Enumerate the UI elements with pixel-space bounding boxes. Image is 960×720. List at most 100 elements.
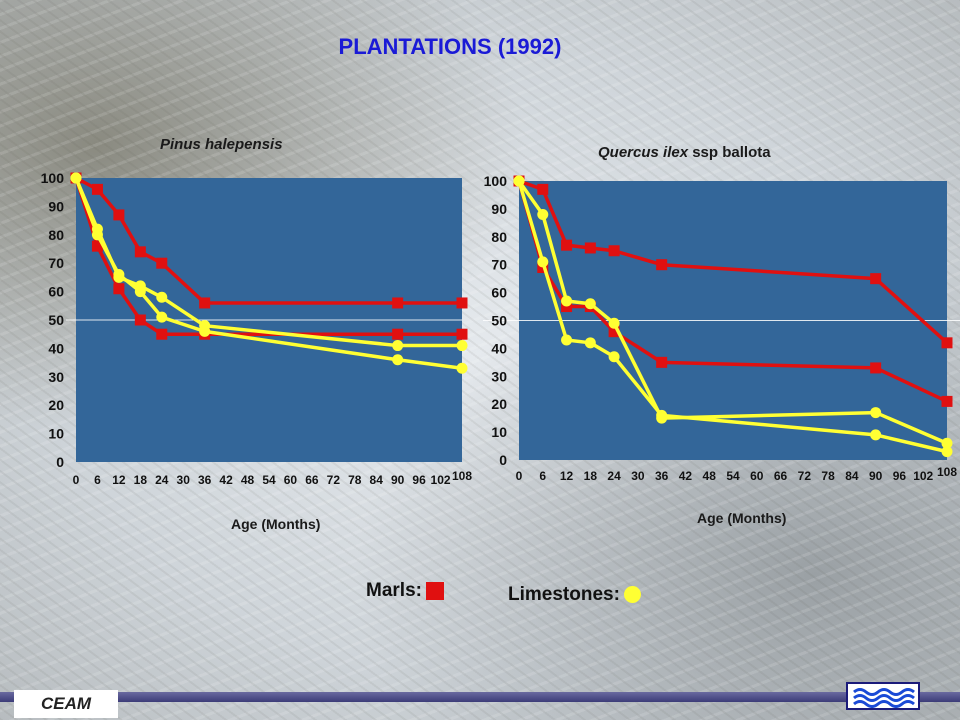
chart-2-xtick-label: 66	[774, 469, 788, 483]
chart-2-marls-point	[941, 395, 953, 407]
chart-2-marls-point	[561, 301, 573, 313]
chart-1-ytick-label: 0	[56, 454, 64, 470]
chart-2-xtick-label: 90	[869, 469, 883, 483]
chart-1-limestones-point	[456, 362, 468, 374]
chart-1-limestones-point	[392, 340, 404, 352]
chart-2-limestones-point	[584, 298, 596, 310]
chart-2-marls-point	[537, 183, 549, 195]
chart-2-limestones-point	[941, 437, 953, 449]
chart-2-ytick-label: 100	[484, 173, 508, 189]
chart-2-limestones-point	[537, 256, 549, 268]
chart-1-series-limestones-line	[74, 177, 463, 371]
chart-2-limestones-point	[608, 351, 620, 363]
chart-1-marls-point	[156, 328, 168, 340]
chart-2-limestones-point	[513, 175, 525, 187]
chart-1-marls-point	[113, 209, 125, 221]
chart-1-ytick-label: 40	[48, 340, 64, 356]
chart-2-xlabel: Age (Months)	[697, 510, 787, 526]
marls-square-icon	[425, 581, 444, 600]
chart-2-ytick-label: 10	[491, 424, 507, 440]
chart-1-marls-point	[91, 183, 103, 195]
chart-1-title: Pinus halepensis	[160, 136, 283, 153]
chart-2-title: Quercus ilex ssp ballota	[598, 144, 771, 161]
chart-2-limestones-point	[584, 337, 596, 349]
chart-1-ytick-label: 50	[48, 312, 64, 328]
chart-1-xtick-label: 12	[112, 473, 126, 487]
chart-2-series-marls-line	[518, 179, 949, 345]
chart-2-xtick-label: 54	[726, 469, 740, 483]
chart-1-limestones-point	[199, 325, 211, 337]
chart-2-marls-point	[656, 259, 668, 271]
chart-1-marls-point	[392, 328, 404, 340]
chart-1-xtick-label: 96	[412, 473, 426, 487]
chart-1-limestones-point	[156, 291, 168, 303]
chart-2-ytick-label: 50	[491, 313, 507, 329]
chart-1-ytick-label: 10	[48, 426, 64, 442]
footer-label: CEAM	[14, 690, 118, 718]
chart-1-xtick-label: 36	[198, 473, 212, 487]
chart-1-ytick-label: 100	[41, 170, 65, 186]
chart-1-xtick-label: 60	[284, 473, 298, 487]
legend-marls: Marls:	[366, 580, 444, 602]
chart-1-marls-point	[456, 297, 468, 309]
chart-2-ytick-label: 40	[491, 340, 507, 356]
chart-1-marls-point	[456, 328, 468, 340]
chart-2-xtick-label: 60	[750, 469, 764, 483]
chart-1-xtick-label: 0	[73, 473, 80, 487]
chart-1-xtick-label: 30	[177, 473, 191, 487]
chart-1-limestones-point	[456, 340, 468, 352]
chart-2-marls-point	[870, 273, 882, 285]
chart-1-ytick-label: 90	[48, 198, 64, 214]
chart-2-limestones-point	[537, 208, 549, 220]
chart-2-ytick-label: 70	[491, 257, 507, 273]
chart-1-marls-point	[199, 297, 211, 309]
chart-1-marls-point	[134, 246, 146, 258]
chart-1-limestones-point	[134, 286, 146, 298]
chart-2-ytick-label: 20	[491, 396, 507, 412]
chart-1-xtick-label: 66	[305, 473, 319, 487]
chart-1-ytick-label: 30	[48, 369, 64, 385]
chart-2-xtick-label: 18	[584, 469, 598, 483]
chart-1-marls-point	[156, 257, 168, 269]
footer-bar	[0, 692, 960, 702]
chart-1-xtick-label: 102	[431, 473, 451, 487]
chart-1-limestones-point	[91, 229, 103, 241]
chart-2-limestones-point	[608, 317, 620, 329]
chart-2-xtick-label: 30	[631, 469, 645, 483]
chart-2-xtick-label: 24	[607, 469, 621, 483]
chart-1-xtick-label: 72	[327, 473, 341, 487]
chart-2-xtick-label: 72	[798, 469, 812, 483]
chart-2-xtick-label: 102	[913, 469, 933, 483]
chart-2-limestones-point	[561, 295, 573, 307]
chart-2-limestones-point	[870, 407, 882, 419]
chart-1-limestones-point	[70, 172, 82, 184]
chart-1-xlabel: Age (Months)	[231, 516, 321, 532]
chart-2-xtick-label: 108	[937, 465, 957, 479]
chart-2-ytick-label: 80	[491, 229, 507, 245]
chart-1-limestones-point	[156, 311, 168, 323]
chart-2-marls-point	[561, 239, 573, 251]
chart-1-xtick-label: 42	[219, 473, 233, 487]
chart-1-marls-point	[134, 314, 146, 326]
chart-1-xtick-label: 108	[452, 469, 472, 483]
chart-2-xtick-label: 6	[539, 469, 546, 483]
chart-2-marls-point	[584, 242, 596, 254]
chart-2-xtick-label: 0	[516, 469, 523, 483]
chart-1-marls-point	[392, 297, 404, 309]
chart-1-xtick-label: 6	[94, 473, 101, 487]
chart-2-xtick-label: 42	[679, 469, 693, 483]
chart-1-limestones-point	[113, 269, 125, 281]
chart-1-xtick-label: 24	[155, 473, 169, 487]
chart-1-marls-point	[113, 283, 125, 295]
chart-1-ytick-label: 70	[48, 255, 64, 271]
chart-2-xtick-label: 84	[845, 469, 859, 483]
chart-1-xtick-label: 84	[370, 473, 384, 487]
chart-2-xtick-label: 96	[893, 469, 907, 483]
chart-2-ytick-label: 30	[491, 368, 507, 384]
chart-1-xtick-label: 54	[262, 473, 276, 487]
chart-2-marls-point	[656, 356, 668, 368]
legend-limestones-label: Limestones:	[508, 584, 620, 605]
chart-1-marls-point	[91, 240, 103, 252]
chart-1-xtick-label: 48	[241, 473, 255, 487]
chart-2-ytick-label: 90	[491, 201, 507, 217]
